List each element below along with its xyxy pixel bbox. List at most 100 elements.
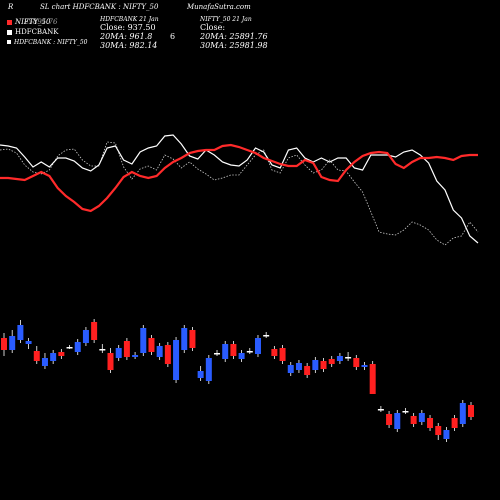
candle-body [222,344,229,359]
candle-body [263,335,270,337]
candle-body [328,359,335,364]
candle [418,410,425,425]
chart-title: SL chart HDFCBANK : NIFTY_50 [40,3,159,11]
legend-item-hdfc: HDFCBANK [7,28,58,36]
candle [181,325,188,353]
candle-body [287,365,294,373]
candle [402,408,409,414]
series-line-hdfcbank [0,134,479,244]
candle [295,360,302,373]
candle-body [353,358,360,367]
candle-body [418,413,425,422]
candle [222,341,229,362]
candle-body [25,341,32,344]
hdfc-box-title: HDFCBANK 21 Jan [100,16,159,23]
hdfc-ma30: 30MA: 982.14 [100,41,158,50]
candle-body [443,430,450,439]
candle-body [50,353,57,361]
candle [459,400,466,427]
legend-swatch-nifty [7,19,12,25]
candle-body [189,330,196,348]
candle-body [41,358,48,366]
candle [271,346,278,359]
site-name: MunafaSutra.com [187,3,251,11]
candle-body [123,341,130,357]
candle [345,352,352,361]
candle-body [377,409,384,411]
hdfc-close: Close: 937.50 [100,23,156,32]
candle-body [1,338,7,350]
nifty-ma30: 30MA: 25981.98 [200,41,268,50]
candle [205,355,212,384]
candle-body [427,418,434,428]
candle-body [74,342,81,352]
candle [361,362,368,370]
candle-body [205,358,212,381]
candle-body [386,414,393,425]
candle [443,427,450,442]
candle-body [115,348,122,358]
legend-swatch-hdfc [7,29,12,35]
candle-body [148,338,155,352]
candle-body [361,365,368,367]
candle-body [238,353,245,359]
candle [74,339,81,355]
legend-item-nifty: NIFTY_50 [7,18,50,26]
candle [410,413,417,427]
candle [33,346,40,364]
candle [230,341,237,359]
candle-body [132,355,139,357]
legend-overlap-value: 25891.76 [24,18,58,26]
candle-body [107,353,114,370]
hdfc-ma20: 20MA: 961.8 [100,32,153,41]
candle-body [468,405,474,417]
series-line-nifty-50 [0,143,478,213]
candle [369,361,376,394]
candle [320,358,327,372]
nifty-box-title: NIFTY_50 21 Jan [200,16,252,23]
candle [189,327,196,351]
candle-body [451,418,458,428]
candle [435,423,442,440]
candle [156,343,163,360]
legend-item-ratio: HDFCBANK : NIFTY_50 [7,38,88,46]
candle-body [320,361,327,369]
candle [17,320,24,343]
candle-body [279,348,286,361]
candle [99,344,106,353]
candle-body [164,345,171,364]
candle-body [58,352,65,356]
candle [140,325,147,356]
candle [9,330,16,353]
candle [115,345,122,361]
nifty-ma20: 20MA: 25891.76 [200,32,268,41]
candle-body [230,344,237,356]
hdfc-extra: 6 [170,32,176,41]
candle [50,350,57,364]
candle [287,362,294,376]
candle-body [9,336,16,350]
candle [107,348,114,373]
candle [58,349,65,359]
candle-body [410,416,417,424]
candle [336,353,343,364]
candle [238,350,245,362]
candle [451,415,458,431]
candle [214,350,221,356]
candle-body [295,363,302,370]
legend-swatch-ratio [7,40,11,44]
candle-body [254,338,261,354]
header-prefix: R [8,3,14,11]
candle-body [345,357,352,359]
candle [164,342,171,367]
candle [353,355,360,370]
candle [173,337,180,383]
candle [148,335,155,355]
candle [123,338,130,360]
candle-body [197,371,204,378]
candle [279,345,286,364]
candle [427,415,434,431]
candle-body [181,328,188,350]
candle [304,363,311,378]
